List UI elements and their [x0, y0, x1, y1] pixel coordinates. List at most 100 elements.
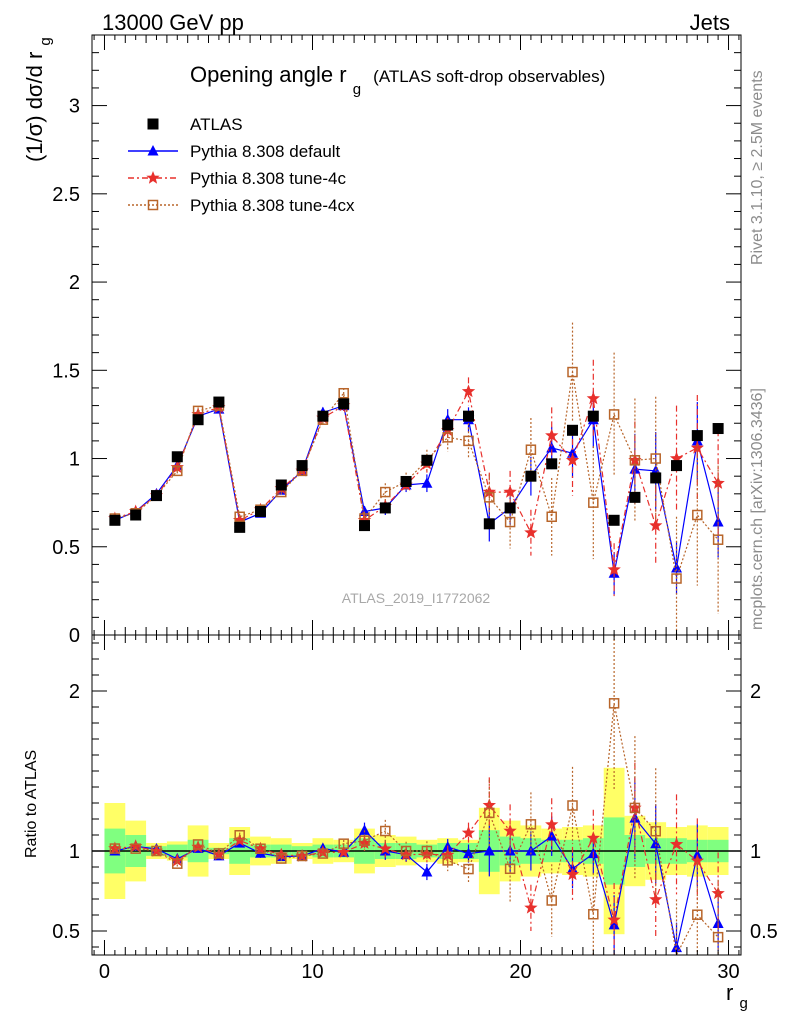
ratio-point-tune4cx: [546, 895, 557, 906]
point-tune4cx: [338, 387, 349, 399]
point-tune4cx: [629, 455, 641, 466]
y-tick-label: 0.5: [52, 537, 80, 559]
x-axis-label-main: r: [726, 980, 733, 1005]
x-tick-label: 30: [717, 961, 739, 983]
point-data: [525, 470, 537, 482]
point-tune4cx: [525, 444, 537, 455]
series-line-tune4c: [114, 389, 719, 570]
point-tune4c: [565, 453, 580, 466]
point-data: [671, 460, 683, 472]
point-tune4cx: [650, 453, 661, 464]
point-data: [567, 424, 579, 436]
ratio-point-default: [608, 918, 620, 930]
point-tune4c: [586, 391, 600, 405]
main-ticks: [92, 34, 741, 636]
point-data: [587, 410, 599, 422]
point-data: [317, 410, 329, 422]
point-tune4c: [233, 513, 247, 526]
point-tune4c: [607, 562, 621, 576]
x-tick-label: 10: [301, 961, 323, 983]
point-data: [442, 419, 454, 431]
ratio-point-tune4cx: [692, 909, 703, 920]
legend-marker-tune4c: [146, 171, 160, 184]
y-axis-label-sub: g: [37, 37, 54, 45]
ratio-y-tick-label: 2: [69, 681, 80, 703]
point-tune4cx: [608, 409, 620, 420]
point-tune4cx: [712, 534, 724, 545]
point-data: [109, 514, 121, 526]
mcplots-label: mcplots.cern.ch [arXiv:1306.3436]: [749, 388, 766, 630]
ratio-point-tune4c: [524, 900, 538, 914]
ratio-point-default: [463, 847, 475, 859]
legend-marker-default: [147, 145, 159, 156]
y-tick-label: 0: [69, 625, 80, 647]
point-tune4cx: [380, 486, 391, 498]
ratio-y-tick-label: 1: [69, 841, 80, 863]
point-data: [296, 460, 308, 472]
series-data: [109, 396, 724, 533]
ratio-point-tune4cx: [276, 853, 287, 864]
ratio-point-tune4c: [669, 837, 684, 850]
y-tick-label: 1.5: [52, 360, 80, 382]
point-data: [712, 423, 724, 435]
point-default: [712, 516, 724, 527]
ratio-point-tune4c: [503, 824, 517, 837]
ratio-point-tune4cx: [712, 931, 724, 943]
ratio-point-tune4cx: [213, 848, 225, 859]
point-tune4cx: [546, 511, 557, 523]
ratio-point-tune4cx: [650, 825, 661, 837]
point-data: [130, 509, 142, 521]
point-data: [275, 479, 287, 491]
ratio-point-tune4cx: [463, 863, 474, 875]
legend-item-data: ATLAS: [147, 115, 243, 134]
ratio-point-tune4cx: [380, 825, 391, 837]
legend-label-default: Pythia 8.308 default: [190, 142, 341, 161]
ratio-point-tune4c: [649, 892, 663, 906]
point-tune4cx: [567, 366, 578, 378]
y-tick-label: 1: [69, 449, 80, 471]
ratio-y-tick-label-right: 2: [750, 681, 761, 703]
legend-item-default: Pythia 8.308 default: [128, 142, 341, 161]
ratio-point-tune4c: [378, 841, 392, 855]
point-tune4c: [524, 525, 538, 539]
ratio-y-tick-label: 0.5: [52, 921, 80, 943]
point-data: [629, 491, 641, 503]
point-tune4c: [649, 518, 663, 532]
main-y-tick-labels: 0 0.5 1 1.5 2 2.5 3: [52, 96, 80, 647]
point-data: [463, 410, 475, 422]
ratio-point-tune4cx: [400, 845, 412, 857]
ratio-point-tune4cx: [255, 843, 266, 854]
ratio-point-default: [421, 866, 433, 877]
ratio-point-tune4cx: [317, 848, 329, 859]
chart-title-main: Opening angle r: [190, 62, 347, 87]
point-data: [483, 518, 495, 530]
ratio-point-tune4c: [690, 853, 704, 867]
ratio-point-default: [483, 845, 495, 856]
series-line-default: [114, 404, 719, 574]
ratio-point-tune4cx: [172, 858, 183, 869]
y-tick-label: 3: [69, 96, 80, 118]
point-data: [338, 398, 350, 410]
y-tick-label: 2.5: [52, 184, 80, 206]
point-tune4cx: [671, 573, 682, 584]
legend: ATLAS Pythia 8.308 default Pythia 8.308 tu…: [128, 115, 355, 215]
ratio-panel: 0.5 0.5 1 1 2 2: [52, 634, 778, 957]
ratio-point-tune4cx: [296, 850, 308, 862]
point-data: [171, 451, 183, 463]
main-panel: 0 0.5 1 1.5 2 2.5 3: [52, 34, 742, 647]
series-tune4c: [108, 359, 725, 597]
point-data: [608, 514, 620, 526]
point-tune4cx: [588, 497, 599, 508]
ratio-point-tune4cx: [192, 839, 204, 850]
legend-label-data: ATLAS: [190, 115, 243, 134]
chart-title-note: (ATLAS soft-drop observables): [373, 67, 605, 86]
legend-label-tune4c: Pythia 8.308 tune-4c: [190, 169, 346, 188]
point-data: [213, 396, 225, 408]
point-data: [504, 502, 516, 514]
ratio-y-tick-label-right: 1: [750, 841, 761, 863]
ratio-y-tick-label-right: 0.5: [750, 921, 778, 943]
point-tune4c: [690, 440, 704, 454]
ratio-line-tune4cx: [114, 703, 719, 957]
point-tune4cx: [484, 492, 495, 503]
